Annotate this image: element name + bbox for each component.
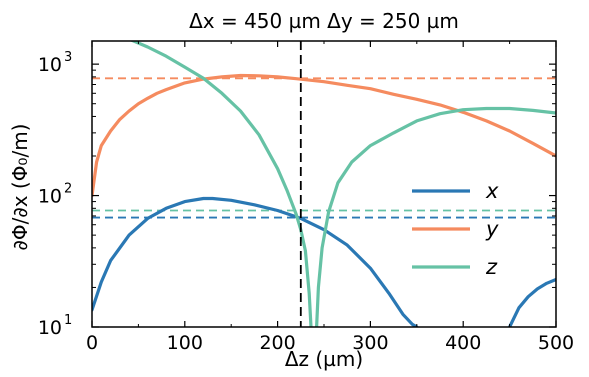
y-tick-exponent: 3: [64, 50, 72, 65]
series-line-x-1: [508, 277, 556, 327]
legend-label-z: z: [485, 255, 498, 279]
y-tick-base: 10: [38, 317, 62, 339]
series-line-x-0: [92, 196, 419, 327]
y-tick-label: 10: [38, 186, 62, 208]
chart-title: Δx = 450 µm Δy = 250 µm: [189, 9, 459, 33]
x-tick-label: 0: [86, 332, 98, 354]
series-line-y-0: [92, 73, 556, 198]
x-tick-label: 400: [445, 332, 481, 354]
y-tick-label: 10: [38, 54, 62, 76]
x-tick-label: 100: [167, 332, 203, 354]
series-line-z-0: [129, 41, 313, 327]
x-tick-label: 500: [538, 332, 574, 354]
legend-label-x: x: [485, 179, 499, 203]
plot-clip-group: [92, 41, 556, 327]
x-tick-label: 200: [259, 332, 295, 354]
y-tick-label: 10: [38, 317, 62, 339]
x-tick-label: 300: [352, 332, 388, 354]
y-tick-base: 10: [38, 54, 62, 76]
y-tick-base: 10: [38, 186, 62, 208]
x-axis-label: Δz (µm): [285, 347, 363, 371]
y-axis-label: ∂Φ/∂x (Φ₀/m): [8, 124, 32, 251]
y-tick-exponent: 1: [64, 313, 72, 328]
y-tick-exponent: 2: [64, 182, 72, 197]
series-line-z-1: [315, 106, 556, 327]
legend-label-y: y: [485, 217, 499, 241]
